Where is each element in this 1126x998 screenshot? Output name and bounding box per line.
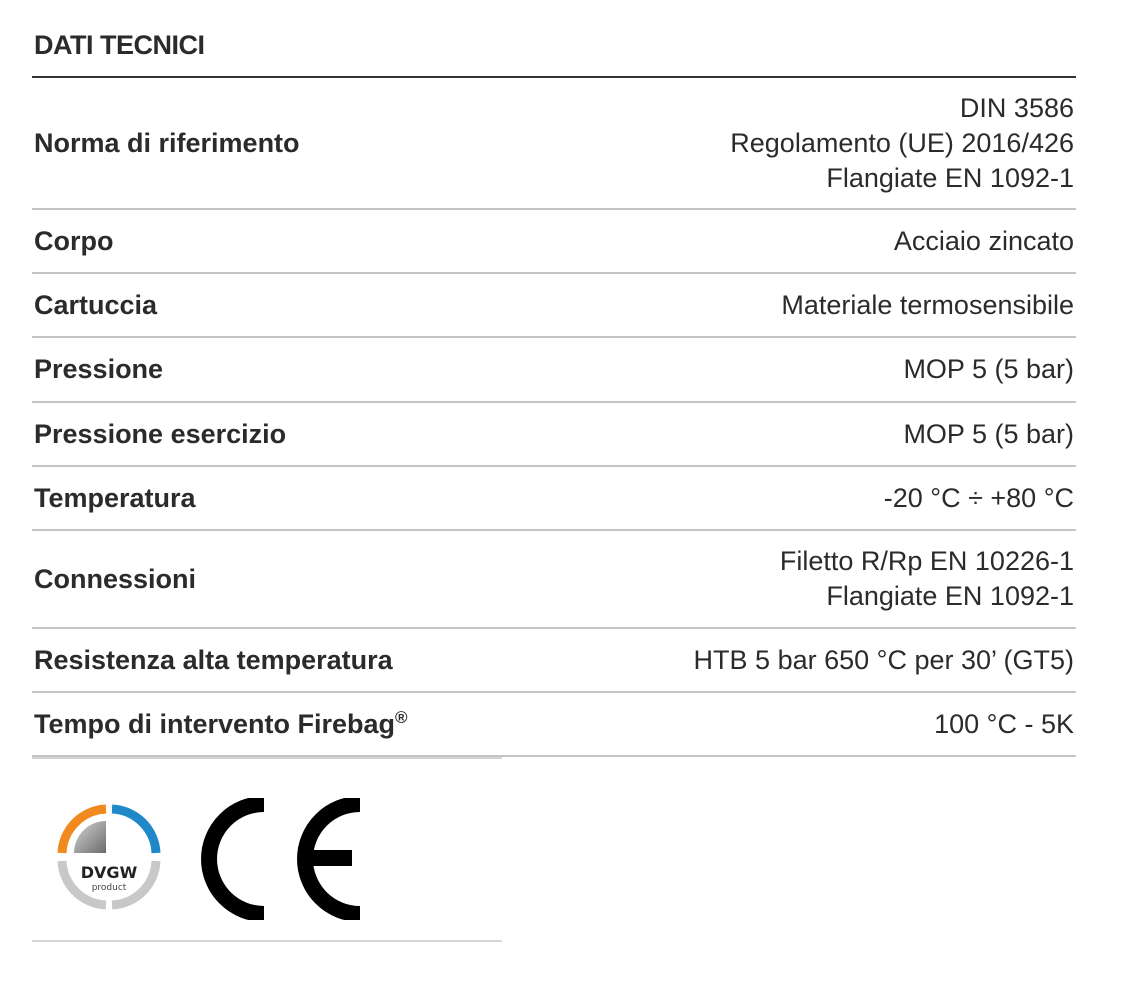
spec-value-line: 100 °C - 5K (934, 708, 1074, 739)
spec-value: MOP 5 (5 bar) (903, 417, 1074, 452)
spec-label: Corpo (34, 226, 113, 257)
spec-label: Resistenza alta temperatura (34, 645, 393, 676)
spec-row: Pressione esercizio MOP 5 (5 bar) (32, 403, 1076, 467)
spec-label: Temperatura (34, 483, 196, 514)
spec-value-line: Acciaio zincato (893, 225, 1074, 256)
spec-label-text: Temperatura (34, 482, 196, 513)
svg-text:product: product (92, 883, 127, 893)
certification-logos: DVGW product (56, 798, 365, 920)
spec-label: Connessioni (34, 564, 196, 595)
spec-value-line: Materiale termosensibile (781, 289, 1074, 320)
spec-row: Corpo Acciaio zincato (32, 210, 1076, 274)
divider (32, 940, 502, 942)
spec-label-text: Norma di riferimento (34, 127, 300, 158)
spec-value: Materiale termosensibile (781, 288, 1074, 323)
spec-row: Cartuccia Materiale termosensibile (32, 274, 1076, 338)
spec-label: Pressione (34, 354, 163, 385)
specs-table: Norma di riferimento DIN 3586 Regolamento … (32, 78, 1076, 757)
spec-row: Tempo di intervento Firebag® 100 °C - 5K (32, 693, 1076, 757)
spec-label-text: Connessioni (34, 563, 197, 594)
spec-label-text: Pressione (34, 354, 164, 384)
divider (32, 757, 502, 759)
spec-value-line: HTB 5 bar 650 °C per 30’ (GT5) (693, 644, 1074, 675)
spec-label-text: Corpo (34, 225, 114, 256)
spec-value-line: Filetto R/Rp EN 10226-1 (779, 546, 1074, 576)
spec-label-text: Resistenza alta temperatura (34, 644, 393, 675)
spec-value-line: MOP 5 (5 bar) (903, 354, 1074, 384)
spec-label: Tempo di intervento Firebag® (34, 708, 408, 740)
spec-row: Connessioni Filetto R/Rp EN 10226-1 Flangi… (32, 531, 1076, 629)
ce-mark-icon (201, 798, 361, 920)
spec-value-line: -20 °C ÷ +80 °C (883, 482, 1074, 513)
spec-label: Pressione esercizio (34, 419, 286, 450)
spec-label: Cartuccia (34, 290, 157, 321)
spec-value-line: MOP 5 (5 bar) (903, 418, 1074, 449)
spec-value-line: Flangiate EN 1092-1 (826, 162, 1074, 193)
spec-label-text: Cartuccia (34, 289, 158, 320)
spec-row: Pressione MOP 5 (5 bar) (32, 338, 1076, 403)
spec-value-line: Flangiate EN 1092-1 (826, 581, 1074, 611)
spec-row: Resistenza alta temperatura HTB 5 bar 650… (32, 629, 1076, 693)
spec-value: 100 °C - 5K (934, 707, 1074, 742)
section-title: DATI TECNICI (34, 30, 205, 60)
spec-label-text: Tempo di intervento Firebag (34, 709, 396, 739)
spec-value: MOP 5 (5 bar) (903, 352, 1074, 387)
spec-value: Acciaio zincato (894, 224, 1074, 259)
spec-value: -20 °C ÷ +80 °C (884, 481, 1074, 516)
spec-value: Filetto R/Rp EN 10226-1 Flangiate EN 1092… (780, 544, 1074, 614)
spec-value-line: DIN 3586 (959, 92, 1074, 123)
registered-mark: ® (395, 708, 408, 727)
spec-label: Norma di riferimento (34, 128, 300, 159)
spec-value: DIN 3586 Regolamento (UE) 2016/426 Flangia… (730, 91, 1074, 196)
spec-row: Temperatura -20 °C ÷ +80 °C (32, 467, 1076, 531)
spec-label-text: Pressione esercizio (34, 418, 287, 449)
spec-value-line: Regolamento (UE) 2016/426 (730, 127, 1074, 158)
dvgw-logo-icon: DVGW product (57, 804, 161, 910)
spec-row: Norma di riferimento DIN 3586 Regolamento … (32, 78, 1076, 210)
svg-text:DVGW: DVGW (81, 863, 138, 882)
spec-value: HTB 5 bar 650 °C per 30’ (GT5) (694, 643, 1074, 678)
title-divider (32, 76, 1076, 78)
